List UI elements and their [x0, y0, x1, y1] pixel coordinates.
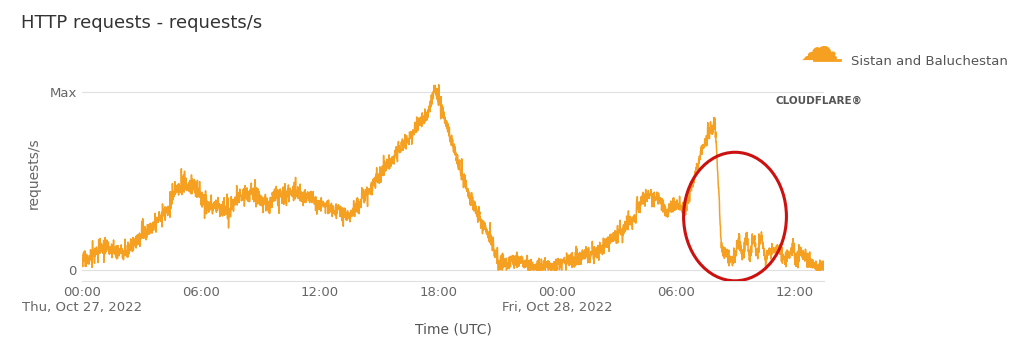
- X-axis label: Time (UTC): Time (UTC): [415, 323, 491, 337]
- Text: ☁: ☁: [799, 30, 838, 68]
- Legend: Sistan and Baluchestan: Sistan and Baluchestan: [809, 50, 1014, 73]
- Text: CLOUDFLARE®: CLOUDFLARE®: [776, 96, 862, 106]
- Y-axis label: requests/s: requests/s: [27, 137, 41, 208]
- Text: HTTP requests - requests/s: HTTP requests - requests/s: [21, 14, 262, 32]
